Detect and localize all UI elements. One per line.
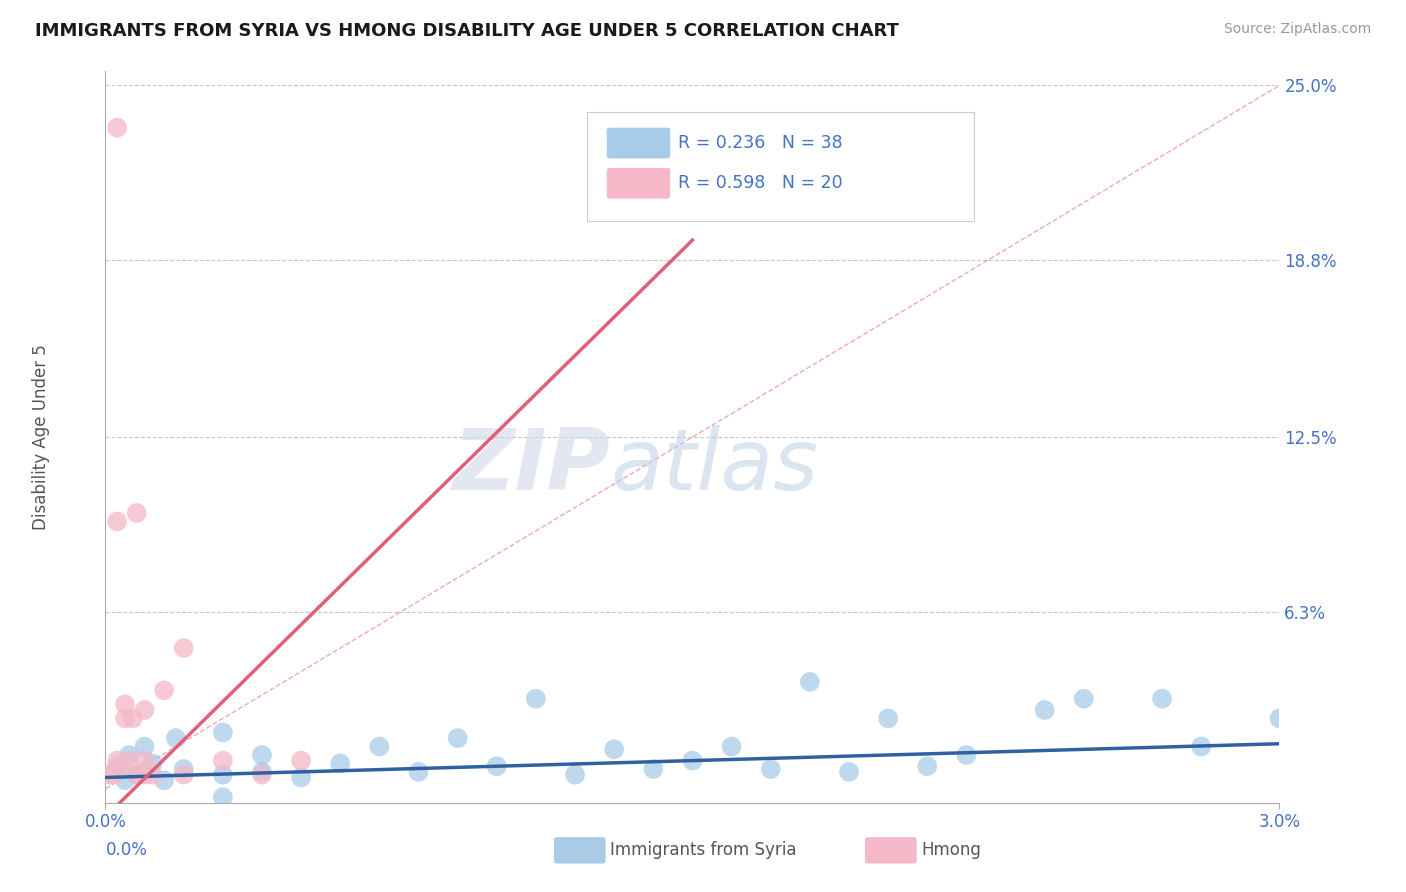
Point [141, 756, 163, 771]
Point [838, 764, 860, 779]
Text: R = 0.598   N = 20: R = 0.598 N = 20 [678, 174, 844, 193]
Point [211, 725, 233, 739]
Point [250, 764, 273, 779]
Point [1189, 739, 1212, 754]
Text: ZIP: ZIP [453, 425, 610, 508]
FancyBboxPatch shape [586, 112, 974, 221]
Point [1033, 703, 1056, 717]
Point [134, 764, 156, 779]
Point [125, 506, 148, 520]
Point [98, 767, 121, 781]
Point [110, 759, 132, 773]
Text: Immigrants from Syria: Immigrants from Syria [610, 841, 797, 859]
Point [165, 731, 187, 745]
Point [134, 754, 156, 768]
Point [211, 790, 233, 805]
Point [125, 767, 148, 781]
Point [211, 754, 233, 768]
Point [153, 683, 176, 698]
Point [290, 771, 312, 785]
Point [250, 747, 273, 762]
Point [173, 641, 195, 656]
FancyBboxPatch shape [554, 838, 606, 863]
Point [1152, 691, 1174, 706]
Text: 0.0%: 0.0% [105, 841, 148, 859]
Point [153, 773, 176, 788]
Point [134, 739, 156, 754]
Point [211, 767, 233, 781]
Point [173, 767, 195, 781]
Point [1268, 711, 1291, 725]
Point [118, 754, 141, 768]
FancyBboxPatch shape [865, 838, 917, 863]
Point [250, 767, 273, 781]
Text: Hmong: Hmong [921, 841, 981, 859]
Point [105, 515, 128, 529]
Text: IMMIGRANTS FROM SYRIA VS HMONG DISABILITY AGE UNDER 5 CORRELATION CHART: IMMIGRANTS FROM SYRIA VS HMONG DISABILIT… [35, 22, 898, 40]
Point [105, 120, 128, 135]
Point [955, 747, 977, 762]
Point [141, 767, 163, 781]
Text: atlas: atlas [610, 425, 818, 508]
Point [917, 759, 939, 773]
Point [118, 747, 141, 762]
Point [114, 711, 136, 725]
Point [329, 756, 352, 771]
Point [121, 711, 143, 725]
Text: Disability Age Under 5: Disability Age Under 5 [32, 344, 49, 530]
Point [720, 739, 742, 754]
Point [799, 674, 821, 689]
FancyBboxPatch shape [607, 168, 671, 199]
Text: R = 0.236   N = 38: R = 0.236 N = 38 [678, 134, 844, 152]
Point [682, 754, 704, 768]
Point [290, 754, 312, 768]
Point [877, 711, 900, 725]
Point [105, 759, 128, 773]
FancyBboxPatch shape [607, 128, 671, 159]
Point [564, 767, 586, 781]
Point [103, 767, 125, 781]
Point [524, 691, 547, 706]
Point [105, 754, 128, 768]
Text: Source: ZipAtlas.com: Source: ZipAtlas.com [1223, 22, 1371, 37]
Point [134, 767, 156, 781]
Point [368, 739, 391, 754]
Point [114, 773, 136, 788]
Point [1073, 691, 1095, 706]
Point [759, 762, 782, 776]
Point [125, 767, 148, 781]
Point [114, 698, 136, 712]
Point [134, 703, 156, 717]
Point [603, 742, 626, 756]
Point [408, 764, 430, 779]
Point [643, 762, 665, 776]
Point [447, 731, 470, 745]
Point [485, 759, 508, 773]
Point [173, 762, 195, 776]
